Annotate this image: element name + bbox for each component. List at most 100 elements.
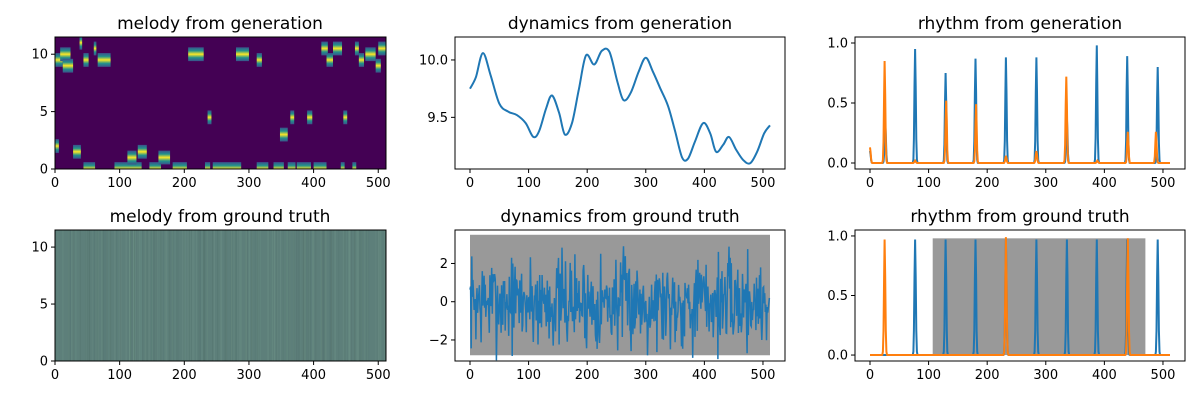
note-segment xyxy=(352,162,357,169)
heatmap-texture xyxy=(199,230,201,361)
x-tick-label: 200 xyxy=(172,176,197,191)
heatmap-texture xyxy=(239,230,240,361)
heatmap-texture xyxy=(248,230,250,361)
heatmap-texture xyxy=(203,230,205,361)
heatmap-texture xyxy=(383,230,385,361)
heatmap-texture xyxy=(57,230,59,361)
heatmap-texture xyxy=(133,230,135,361)
note-segment xyxy=(273,162,284,169)
heatmap-texture xyxy=(104,230,106,361)
heatmap-texture xyxy=(142,230,144,361)
note-segment xyxy=(321,41,328,56)
heatmap-texture xyxy=(348,230,350,361)
heatmap-texture xyxy=(196,230,197,361)
heatmap-texture xyxy=(144,230,146,361)
y-tick-label: 0.0 xyxy=(827,157,848,172)
heatmap-texture xyxy=(85,230,87,361)
heatmap-texture xyxy=(293,230,295,361)
heatmap-texture xyxy=(106,230,108,361)
heatmap-texture xyxy=(75,230,77,361)
heatmap-texture xyxy=(114,230,116,361)
plot-area xyxy=(469,234,771,361)
chart-title: dynamics from generation xyxy=(508,14,732,34)
note-segment xyxy=(93,41,97,56)
heatmap-texture xyxy=(73,230,75,361)
x-tick-label: 0 xyxy=(466,176,474,191)
note-segment xyxy=(114,162,142,169)
heatmap-texture xyxy=(309,230,311,361)
heatmap-texture xyxy=(254,230,256,361)
note-segment xyxy=(83,53,89,67)
heatmap-texture xyxy=(102,230,104,361)
x-tick-label: 300 xyxy=(633,368,658,383)
heatmap-texture xyxy=(193,230,195,361)
note-segment xyxy=(365,47,376,62)
note-segment xyxy=(149,162,162,169)
y-tick-label: 10.0 xyxy=(419,53,448,68)
note-segment xyxy=(207,110,212,125)
heatmap-texture xyxy=(101,230,103,361)
x-tick-label: 400 xyxy=(1092,176,1117,191)
heatmap-texture xyxy=(239,230,241,361)
heatmap-texture xyxy=(324,230,326,361)
x-tick-label: 0 xyxy=(51,368,59,383)
y-tick-label: 0.5 xyxy=(827,289,848,304)
axes-frame xyxy=(454,36,786,170)
x-tick-label: 100 xyxy=(107,368,132,383)
heatmap-texture xyxy=(230,230,232,361)
y-tick-label: 0.0 xyxy=(827,349,848,364)
chart-title: dynamics from ground truth xyxy=(500,207,739,227)
heatmap-texture xyxy=(325,230,327,361)
heatmap-texture xyxy=(361,230,363,361)
heatmap-texture xyxy=(118,230,120,361)
heatmap-texture xyxy=(321,230,323,361)
note-segment xyxy=(79,37,83,50)
heatmap-texture xyxy=(346,230,348,361)
note-segment xyxy=(256,53,262,67)
heatmap-texture xyxy=(120,230,122,361)
heatmap-texture xyxy=(139,230,141,361)
heatmap-texture xyxy=(267,230,269,361)
series-line xyxy=(469,47,771,165)
heatmap-texture xyxy=(315,230,317,361)
heatmap-texture xyxy=(245,230,247,361)
chart-title: melody from generation xyxy=(117,14,323,34)
y-tick-label: 9.5 xyxy=(427,111,448,126)
heatmap-texture xyxy=(188,230,190,361)
heatmap-texture xyxy=(349,230,350,361)
heatmap-texture xyxy=(131,230,133,361)
x-tick-label: 300 xyxy=(1033,176,1058,191)
x-tick-label: 400 xyxy=(1092,368,1117,383)
heatmap-texture xyxy=(277,230,278,361)
heatmap-texture xyxy=(129,230,130,361)
plot-area xyxy=(869,45,1170,164)
x-tick-label: 200 xyxy=(975,176,1000,191)
axes-frame xyxy=(854,36,1186,170)
series-line xyxy=(469,246,771,361)
plot-area xyxy=(55,37,386,169)
heatmap-texture xyxy=(231,230,233,361)
heatmap-texture xyxy=(140,230,142,361)
heatmap-texture xyxy=(172,230,174,361)
note-segment xyxy=(287,162,296,169)
heatmap-texture xyxy=(307,230,309,361)
heatmap-texture xyxy=(220,230,222,361)
y-tick-label: 10 xyxy=(31,48,48,63)
axes-frame xyxy=(454,229,786,362)
heatmap-texture xyxy=(311,230,313,361)
heatmap-texture xyxy=(330,230,332,361)
axes-frame xyxy=(54,229,387,362)
note-segment xyxy=(340,162,345,169)
heatmap-texture xyxy=(135,230,136,361)
heatmap-texture xyxy=(276,230,278,361)
panel-dynamics-ground-truth: dynamics from ground truth 0 100 200 300 400… xyxy=(429,207,786,383)
heatmap-texture xyxy=(342,230,344,361)
heatmap-texture xyxy=(269,230,271,361)
heatmap-texture xyxy=(159,230,161,361)
x-tick-label: 500 xyxy=(1151,368,1176,383)
x-tick-label: 500 xyxy=(366,368,391,383)
heatmap-texture xyxy=(201,230,203,361)
heatmap-texture xyxy=(151,230,153,361)
heatmap-texture xyxy=(192,230,194,361)
heatmap-texture xyxy=(95,230,96,361)
